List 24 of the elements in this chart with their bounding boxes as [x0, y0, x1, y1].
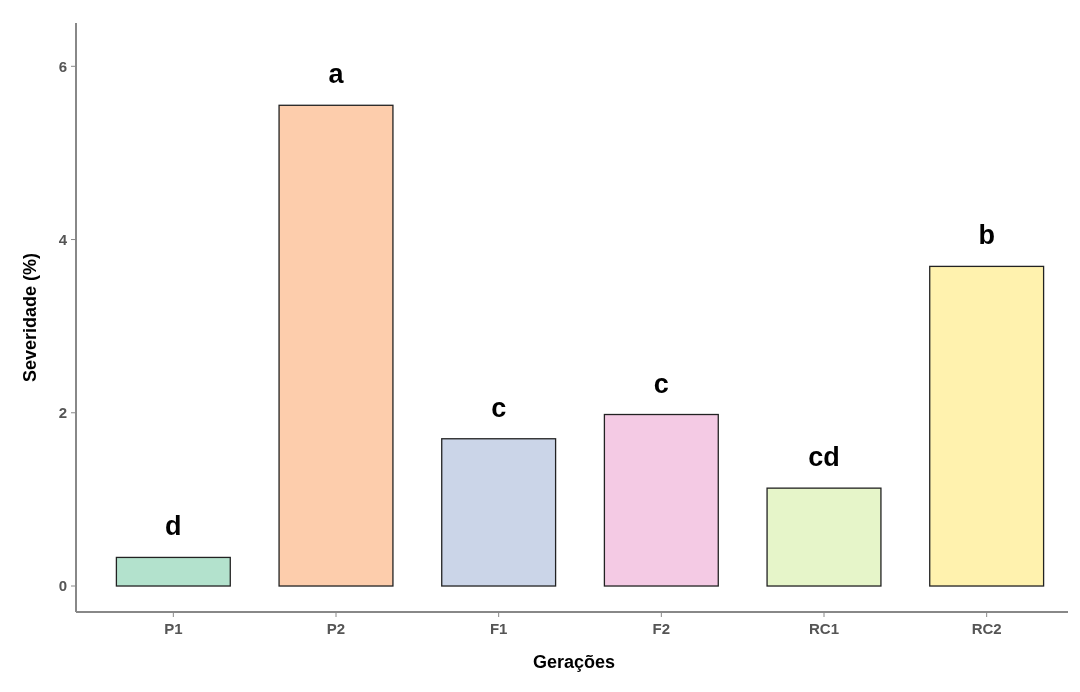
- y-tick-label: 6: [58, 57, 67, 75]
- annotation: c: [653, 368, 669, 399]
- bar: [766, 487, 882, 587]
- x-tick-label: F2: [652, 620, 671, 637]
- bar: [603, 413, 719, 587]
- annotation: cd: [808, 442, 840, 473]
- annotation: b: [978, 220, 995, 251]
- y-tick-label: 2: [58, 404, 67, 422]
- bar: [278, 104, 394, 587]
- x-tick-label: P2: [326, 620, 346, 637]
- y-tick-label: 4: [58, 230, 68, 248]
- bar: [115, 556, 231, 587]
- y-tick-label: 0: [58, 577, 67, 595]
- x-tick-label: RC2: [971, 620, 1002, 637]
- annotation: a: [328, 59, 345, 90]
- annotation: c: [491, 392, 507, 423]
- x-tick-label: P1: [164, 620, 183, 637]
- annotation: d: [165, 511, 182, 542]
- bar: [929, 265, 1045, 587]
- x-axis-title: Gerações: [532, 652, 616, 672]
- x-tick-label: RC1: [808, 620, 840, 637]
- x-tick-label: F1: [489, 620, 508, 637]
- y-axis-title: Severidade (%): [20, 252, 40, 383]
- bar: [441, 438, 557, 587]
